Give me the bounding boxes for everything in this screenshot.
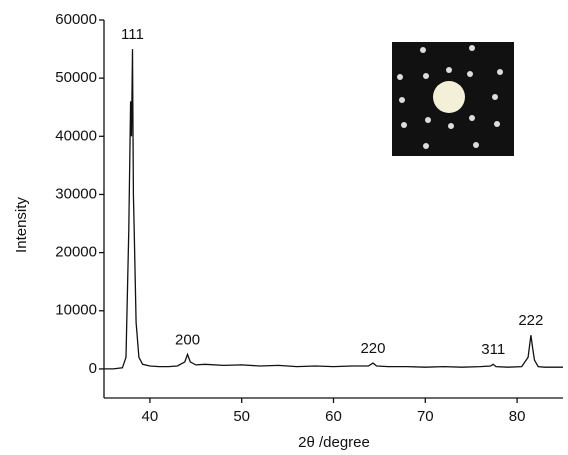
peak-label: 220 bbox=[360, 340, 385, 357]
peak-label: 200 bbox=[175, 331, 200, 348]
chart: Intensity 2θ /degree 0 10000 20000 30000 400… bbox=[0, 0, 568, 455]
x-tick-label: 80 bbox=[509, 408, 526, 425]
peak-label: 222 bbox=[518, 312, 543, 329]
y-tick-label: 10000 bbox=[55, 302, 97, 319]
x-tick-label: 50 bbox=[233, 408, 250, 425]
peak-label: 311 bbox=[481, 341, 505, 358]
inset-diffraction-pattern bbox=[392, 42, 514, 156]
y-tick-label: 0 bbox=[89, 360, 97, 377]
y-tick-label: 40000 bbox=[55, 127, 97, 144]
peak-label: 111 bbox=[121, 26, 144, 43]
x-tick-label: 60 bbox=[325, 408, 342, 425]
y-tick-label: 50000 bbox=[55, 69, 97, 86]
y-tick-label: 20000 bbox=[55, 244, 97, 261]
y-tick-label: 60000 bbox=[55, 11, 97, 28]
x-tick-label: 70 bbox=[417, 408, 434, 425]
x-axis-label: 2θ /degree bbox=[298, 434, 370, 451]
y-axis-label: Intensity bbox=[13, 197, 30, 253]
x-tick-label: 40 bbox=[142, 408, 159, 425]
y-tick-label: 30000 bbox=[55, 185, 97, 202]
